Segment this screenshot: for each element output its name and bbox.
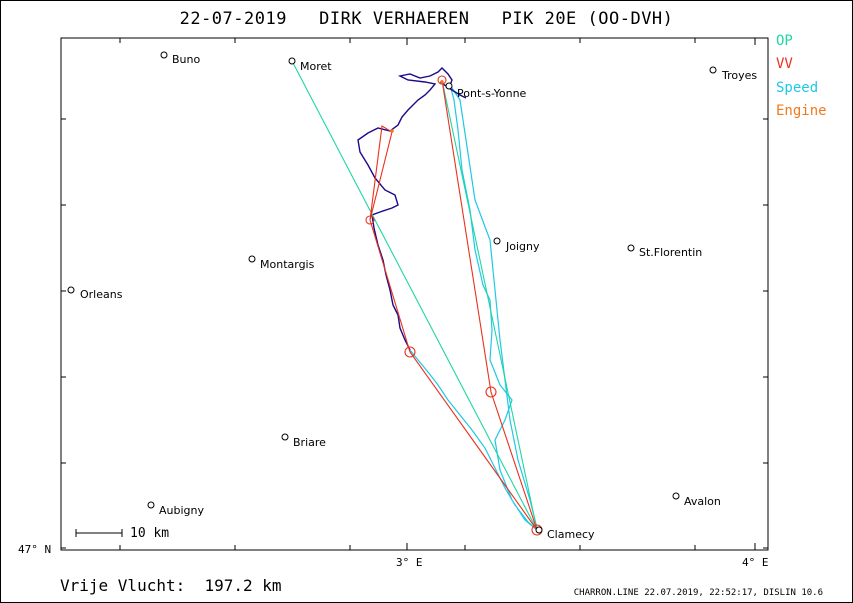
svg-text:Clamecy: Clamecy <box>547 528 595 541</box>
legend-op: OP <box>776 33 793 49</box>
svg-text:Briare: Briare <box>293 436 326 449</box>
free-flight-distance: Vrije Vlucht: 197.2 km <box>60 576 282 595</box>
svg-text:St.Florentin: St.Florentin <box>639 246 702 259</box>
town-orleans: Orleans <box>67 286 123 301</box>
svg-text:Avalon: Avalon <box>684 495 721 508</box>
vv-route <box>369 79 538 531</box>
map-border <box>60 37 769 551</box>
lon-label-3e: 3° E <box>396 556 423 569</box>
town-moret: Moret <box>288 57 332 73</box>
svg-text:Aubigny: Aubigny <box>159 504 204 517</box>
legend-engine: Engine <box>776 103 827 119</box>
op-route <box>291 60 538 531</box>
town-briare: Briare <box>281 433 326 449</box>
town-buno: Buno <box>160 51 200 66</box>
town-montargis: Montargis <box>248 255 315 271</box>
town-avalon: Avalon <box>672 492 721 508</box>
svg-text:Pont-s-Yonne: Pont-s-Yonne <box>457 87 527 100</box>
town-troyes: Troyes <box>709 66 757 82</box>
svg-text:Troyes: Troyes <box>721 69 757 82</box>
towns: Buno Moret Pont-s-Yonne Troyes Joigny St… <box>67 51 757 541</box>
lat-label: 47° N <box>18 543 52 556</box>
legend-speed: Speed <box>776 80 819 96</box>
flight-title: 22-07-2019 DIRK VERHAEREN PIK 20E (OO-DV… <box>179 9 674 29</box>
legend-vv: VV <box>776 56 793 72</box>
svg-text:Joigny: Joigny <box>505 240 540 253</box>
town-st-florentin: St.Florentin <box>627 244 702 259</box>
flight-track <box>357 67 467 351</box>
town-aubigny: Aubigny <box>147 501 204 517</box>
svg-text:Buno: Buno <box>172 53 200 66</box>
svg-text:Montargis: Montargis <box>260 258 315 271</box>
turnpoints <box>365 75 543 536</box>
ticks <box>61 38 768 550</box>
town-clamecy: Clamecy <box>535 526 595 541</box>
svg-text:Orleans: Orleans <box>80 288 123 301</box>
program-info: CHARRON.LINE 22.07.2019, 22:52:17, DISLI… <box>573 588 823 598</box>
town-pont-s-yonne: Pont-s-Yonne <box>445 82 527 100</box>
scale-bar-label: 10 km <box>130 526 170 541</box>
scale-bar <box>75 529 123 537</box>
svg-text:Moret: Moret <box>300 60 332 73</box>
speed-track <box>409 84 538 531</box>
lon-label-4e: 4° E <box>742 556 769 569</box>
engine-marks <box>390 80 444 133</box>
town-joigny: Joigny <box>493 237 540 253</box>
